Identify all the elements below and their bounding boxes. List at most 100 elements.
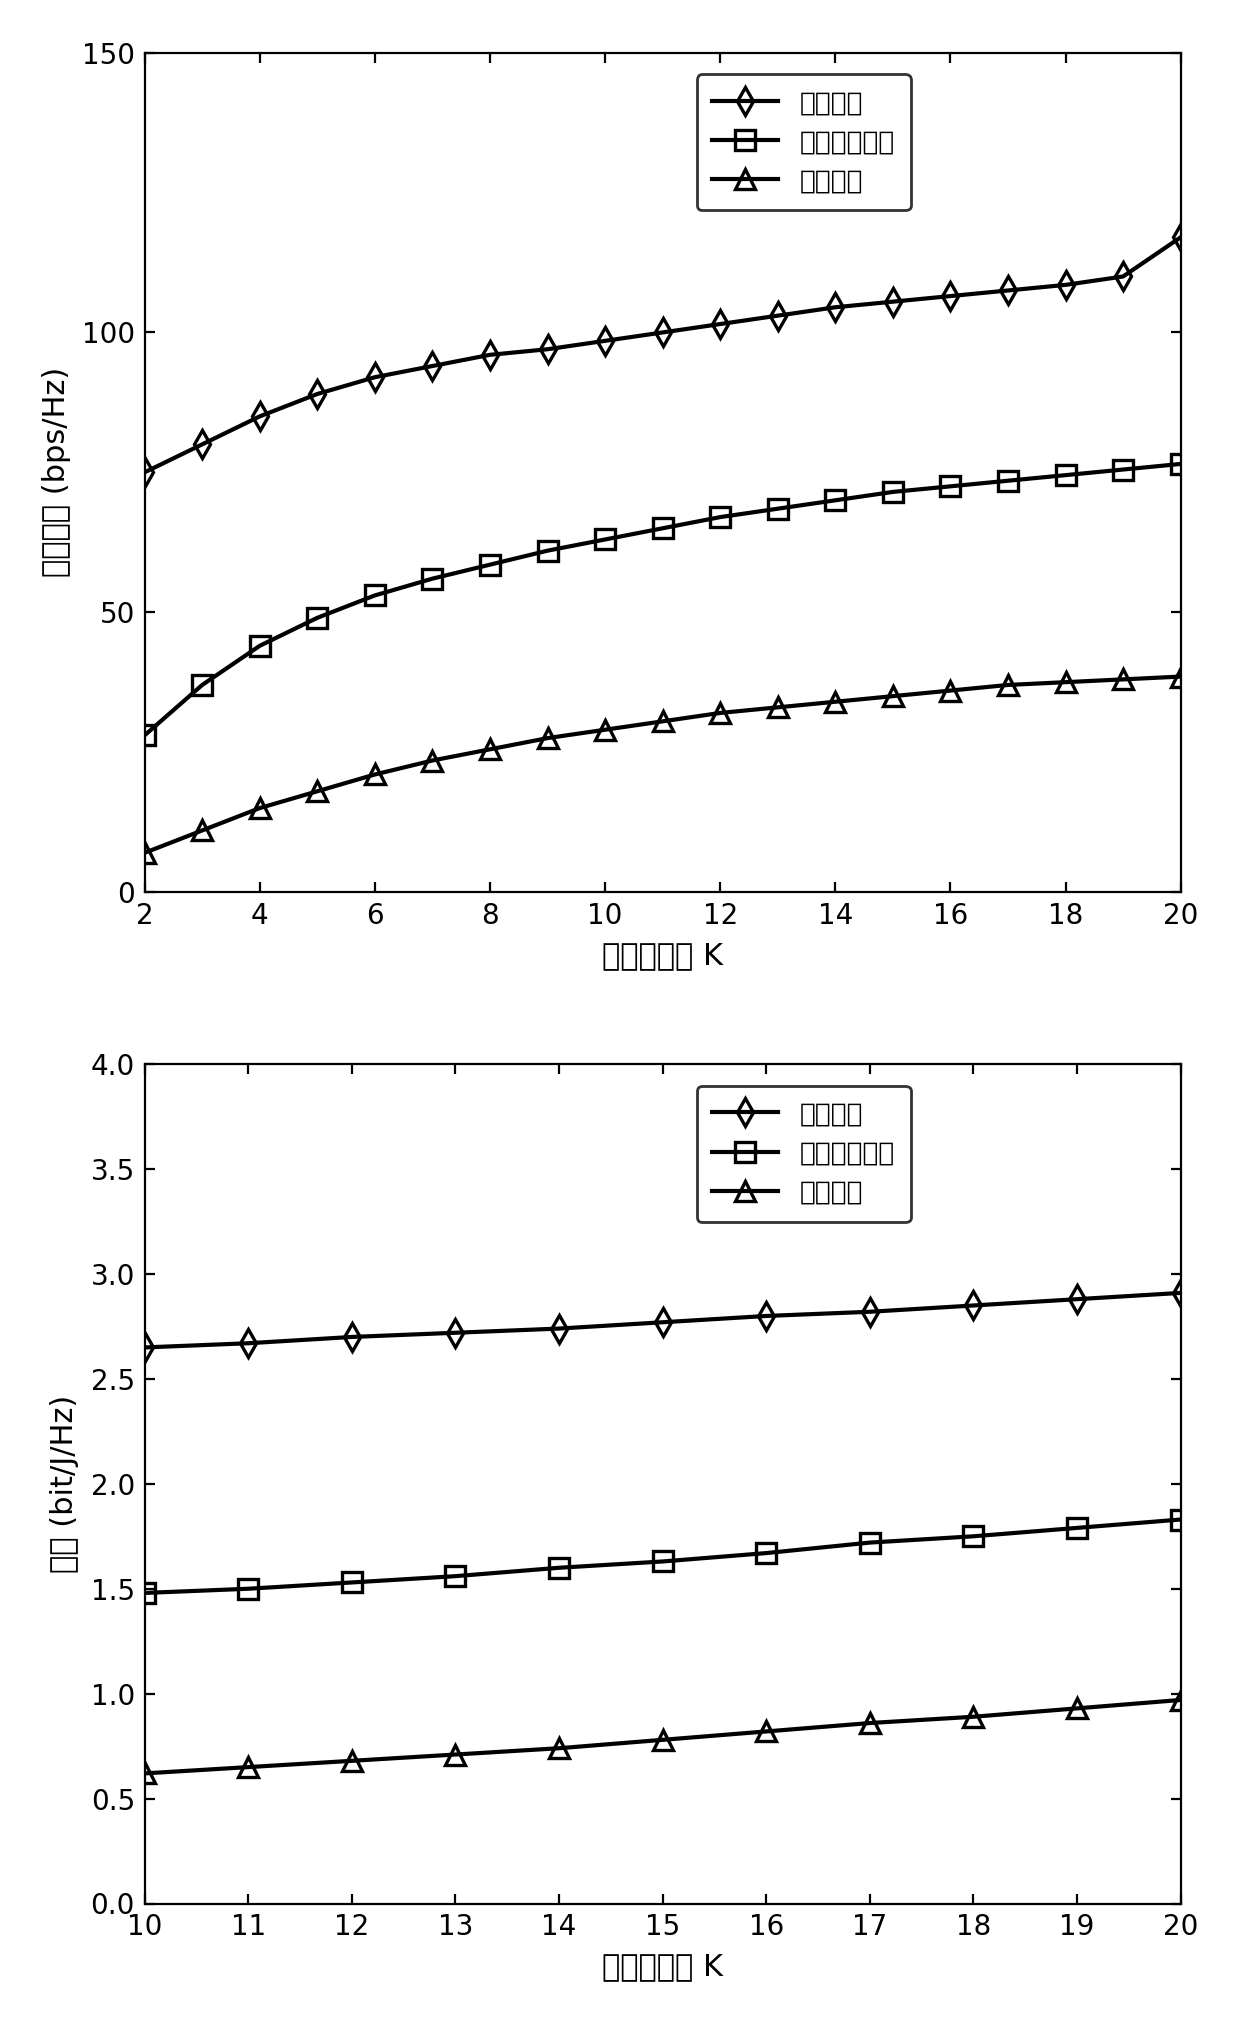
本文方法 bbox=[310, 382, 325, 407]
对比文献方法 bbox=[1116, 457, 1131, 481]
传统方法 bbox=[541, 726, 556, 751]
传统方法 bbox=[367, 763, 382, 787]
Line: 对比文献方法: 对比文献方法 bbox=[135, 1509, 1190, 1602]
对比文献方法 bbox=[367, 583, 382, 607]
对比文献方法 bbox=[252, 633, 267, 657]
传统方法 bbox=[138, 842, 153, 866]
本文方法 bbox=[552, 1317, 567, 1341]
对比文献方法 bbox=[138, 722, 153, 746]
本文方法 bbox=[367, 364, 382, 388]
本文方法 bbox=[655, 320, 670, 344]
对比文献方法 bbox=[713, 506, 728, 530]
Y-axis label: 能效 (bit/J/Hz): 能效 (bit/J/Hz) bbox=[51, 1394, 79, 1574]
Line: 对比文献方法: 对比文献方法 bbox=[135, 455, 1190, 744]
本文方法 bbox=[862, 1299, 877, 1323]
Line: 传统方法: 传统方法 bbox=[135, 668, 1190, 862]
对比文献方法 bbox=[598, 528, 613, 552]
Y-axis label: 频谱效率 (bps/Hz): 频谱效率 (bps/Hz) bbox=[42, 368, 71, 577]
对比文献方法 bbox=[655, 1550, 670, 1574]
传统方法 bbox=[1001, 674, 1016, 698]
本文方法 bbox=[759, 1305, 774, 1329]
传统方法 bbox=[241, 1756, 255, 1780]
对比文献方法 bbox=[885, 479, 900, 504]
传统方法 bbox=[482, 736, 497, 761]
对比文献方法 bbox=[655, 516, 670, 540]
本文方法 bbox=[655, 1311, 670, 1335]
本文方法 bbox=[828, 295, 843, 320]
对比文献方法 bbox=[1173, 1507, 1188, 1531]
传统方法 bbox=[942, 678, 957, 702]
X-axis label: 调度用户数 K: 调度用户数 K bbox=[603, 1952, 723, 1981]
本文方法 bbox=[195, 433, 210, 457]
对比文献方法 bbox=[310, 605, 325, 629]
Legend: 本文方法, 对比文献方法, 传统方法: 本文方法, 对比文献方法, 传统方法 bbox=[697, 75, 910, 210]
对比文献方法 bbox=[1001, 469, 1016, 494]
本文方法 bbox=[425, 354, 440, 378]
传统方法 bbox=[310, 779, 325, 803]
本文方法 bbox=[598, 328, 613, 352]
传统方法 bbox=[885, 684, 900, 708]
本文方法 bbox=[138, 1335, 153, 1359]
Line: 本文方法: 本文方法 bbox=[135, 1283, 1190, 1357]
对比文献方法 bbox=[448, 1564, 463, 1588]
传统方法 bbox=[138, 1762, 153, 1786]
传统方法 bbox=[862, 1711, 877, 1736]
本文方法 bbox=[942, 283, 957, 307]
本文方法 bbox=[241, 1331, 255, 1355]
对比文献方法 bbox=[1070, 1515, 1085, 1540]
传统方法 bbox=[552, 1736, 567, 1760]
Line: 本文方法: 本文方法 bbox=[135, 229, 1190, 481]
传统方法 bbox=[1173, 664, 1188, 688]
Legend: 本文方法, 对比文献方法, 传统方法: 本文方法, 对比文献方法, 传统方法 bbox=[697, 1086, 910, 1222]
对比文献方法 bbox=[195, 674, 210, 698]
传统方法 bbox=[448, 1742, 463, 1766]
传统方法 bbox=[759, 1720, 774, 1744]
对比文献方法 bbox=[942, 473, 957, 498]
本文方法 bbox=[770, 303, 785, 328]
本文方法 bbox=[885, 289, 900, 314]
传统方法 bbox=[1173, 1687, 1188, 1711]
对比文献方法 bbox=[862, 1531, 877, 1556]
本文方法 bbox=[138, 459, 153, 483]
对比文献方法 bbox=[138, 1580, 153, 1604]
对比文献方法 bbox=[482, 552, 497, 577]
传统方法 bbox=[425, 749, 440, 773]
对比文献方法 bbox=[759, 1542, 774, 1566]
传统方法 bbox=[252, 795, 267, 819]
对比文献方法 bbox=[552, 1556, 567, 1580]
对比文献方法 bbox=[828, 488, 843, 512]
对比文献方法 bbox=[241, 1576, 255, 1600]
本文方法 bbox=[448, 1321, 463, 1345]
传统方法 bbox=[1116, 668, 1131, 692]
传统方法 bbox=[195, 819, 210, 844]
本文方法 bbox=[1058, 273, 1073, 297]
对比文献方法 bbox=[770, 496, 785, 520]
本文方法 bbox=[541, 338, 556, 362]
本文方法 bbox=[1173, 1281, 1188, 1305]
本文方法 bbox=[1001, 279, 1016, 303]
本文方法 bbox=[482, 342, 497, 366]
对比文献方法 bbox=[1173, 451, 1188, 475]
本文方法 bbox=[252, 405, 267, 429]
本文方法 bbox=[1070, 1287, 1085, 1311]
X-axis label: 调度用户数 K: 调度用户数 K bbox=[603, 941, 723, 969]
对比文献方法 bbox=[1058, 463, 1073, 488]
本文方法 bbox=[713, 312, 728, 336]
传统方法 bbox=[655, 710, 670, 734]
传统方法 bbox=[966, 1705, 981, 1730]
传统方法 bbox=[1058, 670, 1073, 694]
传统方法 bbox=[655, 1728, 670, 1752]
传统方法 bbox=[345, 1748, 360, 1772]
传统方法 bbox=[1070, 1695, 1085, 1720]
本文方法 bbox=[345, 1325, 360, 1349]
对比文献方法 bbox=[966, 1523, 981, 1548]
本文方法 bbox=[1116, 265, 1131, 289]
对比文献方法 bbox=[425, 566, 440, 591]
对比文献方法 bbox=[345, 1570, 360, 1594]
Line: 传统方法: 传统方法 bbox=[135, 1691, 1190, 1782]
传统方法 bbox=[828, 690, 843, 714]
传统方法 bbox=[598, 718, 613, 742]
传统方法 bbox=[770, 696, 785, 720]
传统方法 bbox=[713, 700, 728, 724]
本文方法 bbox=[1173, 225, 1188, 249]
